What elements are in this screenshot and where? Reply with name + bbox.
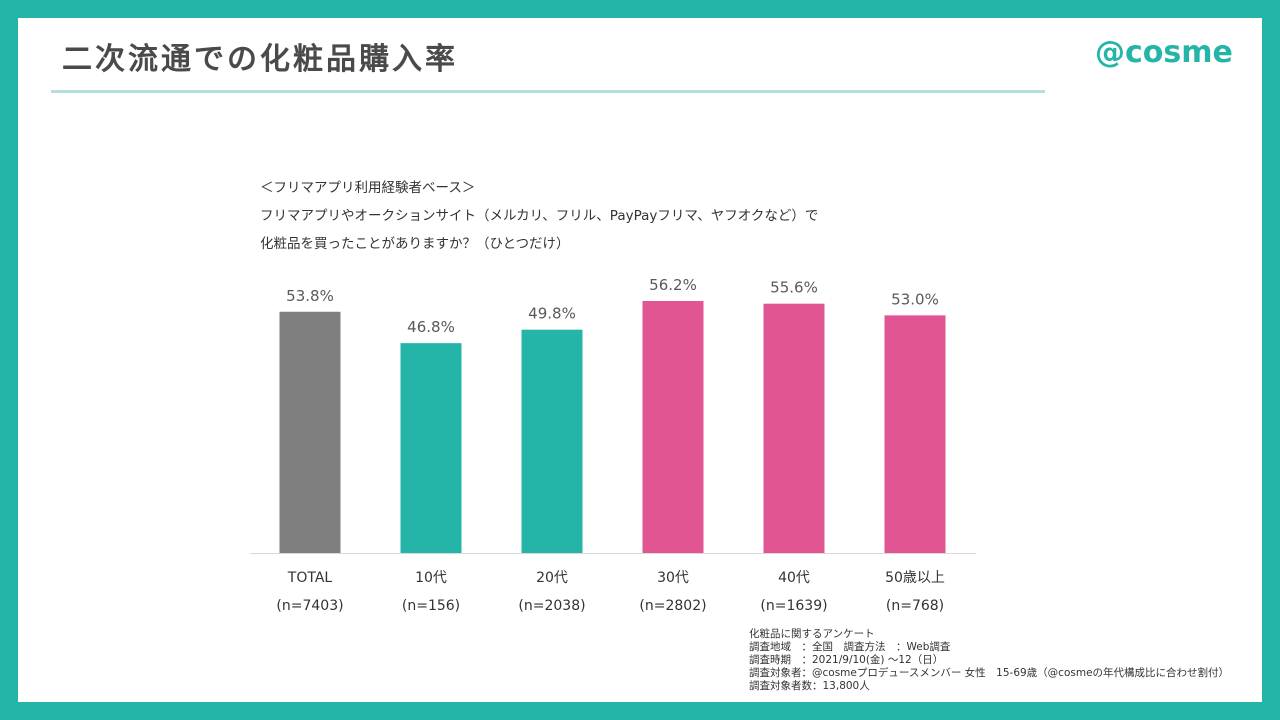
sample-size-label-1: (n=156) bbox=[402, 598, 460, 614]
category-label-1: 10代 bbox=[415, 570, 447, 586]
survey-footnote: 化粧品に関するアンケート 調査地域 ：全国 調査方法 ：Web調査 調査時期 ：… bbox=[749, 628, 1229, 693]
bar-5 bbox=[884, 315, 946, 553]
footnote-line: 調査時期 ：2021/9/10(金) ～12（日） bbox=[749, 654, 944, 666]
survey-question: ＜フリマアプリ利用経験者ベース＞ フリマアプリやオークションサイト（メルカリ、フ… bbox=[260, 174, 818, 258]
sample-size-label-2: (n=2038) bbox=[518, 598, 585, 614]
bar-1 bbox=[400, 343, 462, 553]
title-divider bbox=[51, 90, 1045, 93]
footnote-line: 化粧品に関するアンケート bbox=[749, 628, 875, 640]
bar-chart: 53.8% TOTAL (n=7403) 46.8% 10代 (n=156) 49.8% 20… bbox=[250, 276, 976, 614]
cosme-logo: @cosme bbox=[1095, 35, 1233, 70]
category-label-3: 30代 bbox=[657, 570, 689, 586]
slide: 二次流通での化粧品購入率 @cosme ＜フリマアプリ利用経験者ベース＞ フリマ… bbox=[18, 18, 1262, 702]
sample-size-label-4: (n=1639) bbox=[760, 598, 827, 614]
bar-2 bbox=[521, 329, 583, 553]
bar-3 bbox=[642, 301, 704, 553]
footnote-line: 調査対象者：@cosmeプロデュースメンバー 女性 15-69歳（@cosmeの… bbox=[749, 667, 1230, 679]
data-label-2: 49.8% bbox=[528, 305, 576, 323]
question-line-1: フリマアプリやオークションサイト（メルカリ、フリル、PayPayフリマ、ヤフオク… bbox=[260, 208, 819, 224]
category-label-0: TOTAL bbox=[287, 570, 333, 586]
footnote-line: 調査対象者数：13,800人 bbox=[749, 680, 870, 692]
category-label-2: 20代 bbox=[536, 570, 568, 586]
footnote-line: 調査地域 ：全国 調査方法 ：Web調査 bbox=[749, 641, 951, 653]
category-label-4: 40代 bbox=[778, 570, 810, 586]
page-title: 二次流通での化粧品購入率 bbox=[62, 42, 458, 77]
sample-size-label-0: (n=7403) bbox=[276, 598, 343, 614]
data-label-0: 53.8% bbox=[286, 287, 334, 305]
data-label-4: 55.6% bbox=[770, 279, 818, 297]
sample-size-label-3: (n=2802) bbox=[639, 598, 706, 614]
data-label-3: 56.2% bbox=[649, 276, 697, 294]
data-label-5: 53.0% bbox=[891, 290, 939, 308]
bar-0 bbox=[279, 311, 341, 553]
category-label-5: 50歳以上 bbox=[885, 570, 945, 586]
question-line-2: 化粧品を買ったことがありますか？（ひとつだけ） bbox=[260, 236, 570, 252]
bar-4 bbox=[763, 303, 825, 553]
sample-size-label-5: (n=768) bbox=[886, 598, 944, 614]
question-base: ＜フリマアプリ利用経験者ベース＞ bbox=[260, 180, 476, 196]
data-label-1: 46.8% bbox=[407, 318, 455, 336]
